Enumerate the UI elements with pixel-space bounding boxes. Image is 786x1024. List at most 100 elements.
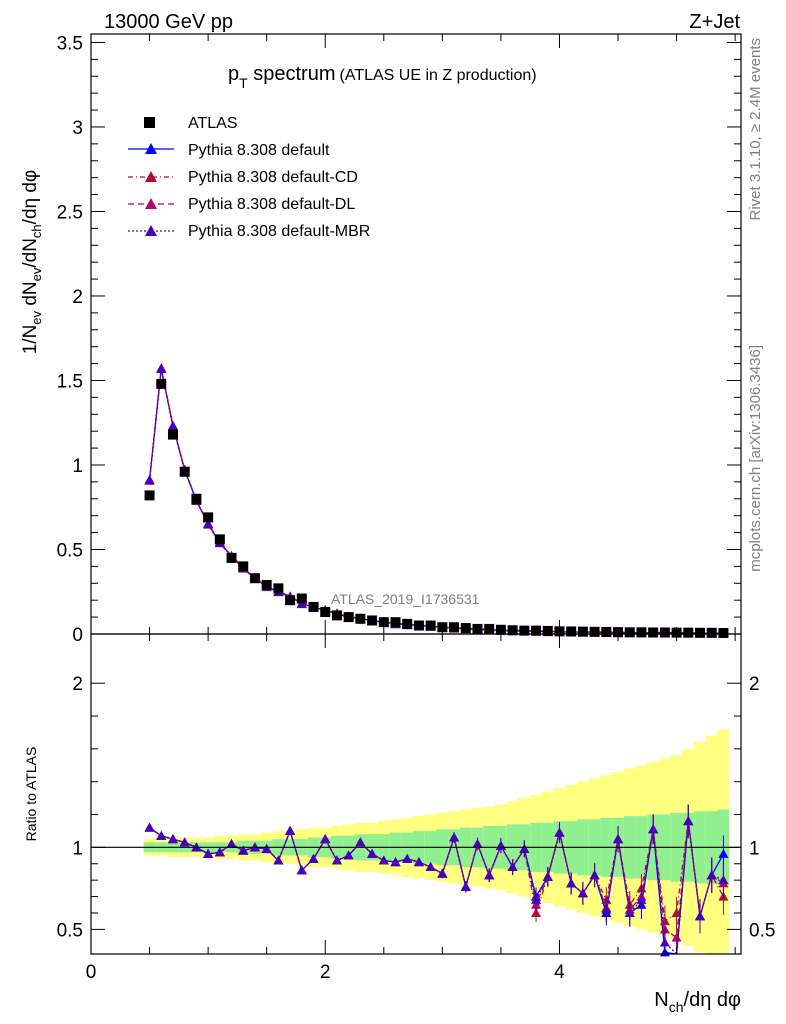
main-point-atlas: [542, 625, 553, 636]
ratio-point-mbr: [718, 875, 729, 885]
ratio-point-mbr: [273, 855, 284, 865]
ratio-ytick-label: 0.5: [57, 920, 83, 941]
main-point-atlas: [566, 626, 577, 637]
ratio-point-mbr: [343, 850, 354, 860]
ratio-point-mbr: [589, 870, 600, 880]
main-point-atlas: [484, 623, 495, 634]
ylabel-part-2: dN: [20, 281, 41, 311]
main-ytick-label: 3: [72, 118, 83, 139]
ratio-ytick-label: 1: [72, 838, 83, 859]
main-point-atlas: [648, 627, 659, 638]
ratio-point-mbr: [320, 834, 331, 844]
main-point-atlas: [718, 627, 729, 638]
ratio-point-mbr: [285, 825, 296, 835]
main-point-atlas: [261, 579, 272, 590]
main-point-mbr: [144, 475, 155, 485]
ratio-point-mbr: [144, 822, 155, 832]
main-point-mbr: [203, 519, 214, 529]
ratio-point-mbr: [167, 834, 178, 844]
main-point-atlas: [577, 626, 588, 637]
ratio-point-mbr: [484, 870, 495, 880]
ylabel-part-0: 1/N: [20, 325, 41, 355]
main-point-atlas: [636, 627, 647, 638]
ratio-point-mbr: [601, 904, 612, 914]
ratio-ytick-label-right: 2: [749, 674, 760, 695]
legend-marker-cd: [145, 171, 157, 182]
main-point-atlas: [367, 615, 378, 626]
main-point-atlas: [355, 613, 366, 624]
ratio-point-mbr: [519, 843, 530, 853]
main-ytick-label: 0.5: [57, 540, 83, 561]
ylabel-part-4: /dN: [20, 238, 41, 268]
main-point-atlas: [531, 625, 542, 636]
legend-label-mbr: Pythia 8.308 default-MBR: [188, 223, 370, 240]
main-point-atlas: [320, 607, 331, 618]
legend-label-default: Pythia 8.308 default: [188, 142, 330, 159]
main-point-atlas: [390, 617, 401, 628]
main-point-atlas: [308, 601, 319, 612]
ratio-point-mbr: [425, 862, 436, 872]
ratio-ytick-label-right: 0.5: [749, 920, 775, 941]
main-point-atlas: [460, 623, 471, 634]
main-point-atlas: [624, 627, 635, 638]
main-point-mbr: [167, 421, 178, 431]
ratio-point-mbr: [308, 853, 319, 863]
ylabel-part-1: ev: [29, 310, 44, 324]
ratio-point-mbr: [331, 855, 342, 865]
ratio-point-mbr: [695, 911, 706, 921]
ratio-xtick-label: 4: [554, 962, 565, 983]
main-point-atlas: [156, 378, 167, 389]
main-point-atlas: [226, 552, 237, 563]
ratio-point-mbr: [659, 937, 670, 947]
ratio-point-cd: [671, 907, 682, 917]
main-point-atlas: [285, 595, 296, 606]
main-panel: 0 0.5 1 1.5 2 2.5 3 3.5 ATLAS_2019_I1736531 pT …: [20, 33, 742, 646]
legend-label-dl: Pythia 8.308 default-DL: [188, 196, 355, 213]
header-left-label: 13000 GeV pp: [104, 11, 233, 33]
ratio-point-mbr: [402, 853, 413, 863]
main-point-atlas: [659, 627, 670, 638]
main-point-atlas: [214, 534, 225, 545]
rivet-label: Rivet 3.1.10, ≥ 2.4M events: [747, 38, 764, 221]
title-rest: spectrum: [248, 63, 336, 85]
ratio-point-default: [718, 848, 729, 858]
main-point-atlas: [343, 612, 354, 623]
main-point-atlas: [507, 625, 518, 636]
main-point-atlas: [273, 583, 284, 594]
ratio-point-mbr: [507, 862, 518, 872]
main-point-atlas: [519, 625, 530, 636]
legend-marker-default: [145, 143, 157, 154]
ratio-line-dl: [149, 820, 724, 939]
main-point-atlas: [402, 618, 413, 629]
main-point-atlas: [413, 620, 424, 631]
mcplots-label: mcplots.cern.ch [arXiv:1306.3436]: [747, 345, 764, 572]
ratio-point-mbr: [390, 857, 401, 867]
ratio-point-mbr: [648, 824, 659, 834]
ratio-point-mbr: [554, 827, 565, 837]
ratio-point-mbr: [355, 837, 366, 847]
main-point-atlas: [601, 626, 612, 637]
main-ytick-label: 0: [72, 625, 83, 646]
ratio-xtick-label: 0: [86, 962, 97, 983]
ratio-point-mbr: [296, 865, 307, 875]
ratio-axes: 0.5 0.5 1 1 2 2 0 2 4: [57, 634, 775, 983]
legend-marker-dl: [145, 198, 157, 209]
ratio-point-mbr: [203, 848, 214, 858]
main-marks: [144, 363, 729, 638]
legend-label-atlas: ATLAS: [188, 115, 238, 132]
ylabel-part-3: ev: [29, 267, 44, 281]
ratio-point-mbr: [226, 839, 237, 849]
main-point-atlas: [238, 561, 249, 572]
main-point-atlas: [296, 593, 307, 604]
main-point-atlas: [683, 627, 694, 638]
main-ytick-label: 1: [72, 456, 83, 477]
ratio-xtick-label: 2: [320, 962, 331, 983]
main-point-atlas: [425, 620, 436, 631]
ratio-point-mbr: [367, 848, 378, 858]
main-point-atlas: [695, 627, 706, 638]
legend: ATLAS Pythia 8.308 default Pythia 8.308 …: [128, 115, 370, 240]
ratio-xlabel: Nch/dη dφ: [654, 989, 741, 1015]
ratio-point-mbr: [577, 888, 588, 898]
ratio-point-mbr: [531, 894, 542, 904]
